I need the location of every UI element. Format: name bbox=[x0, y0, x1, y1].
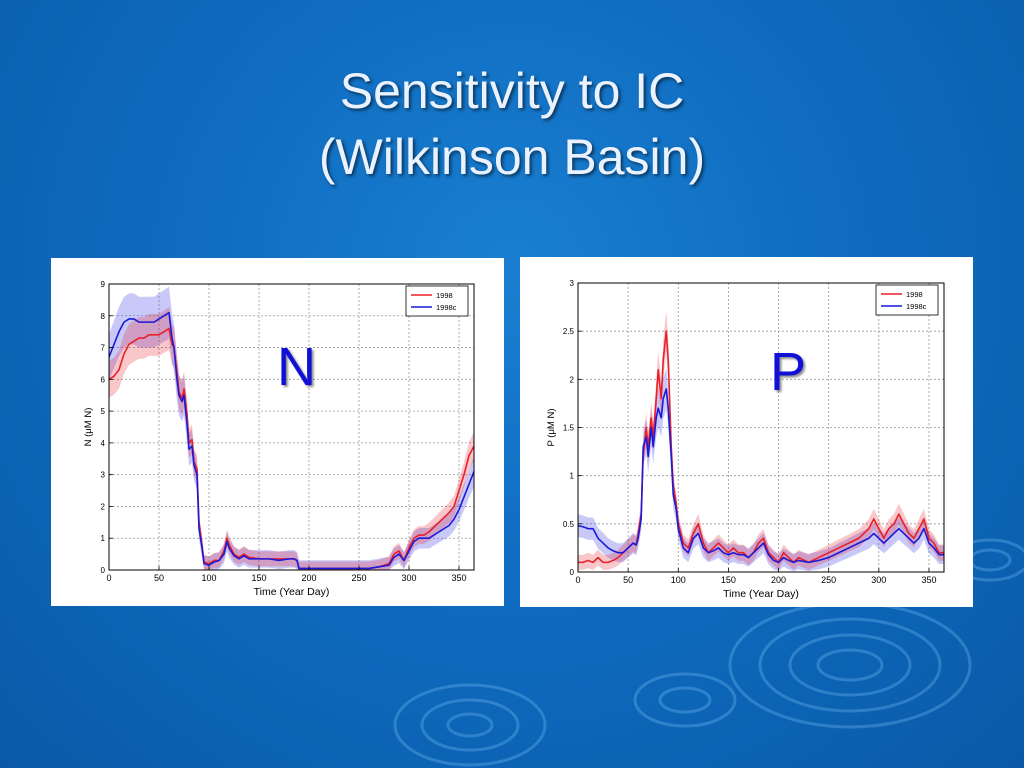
y-tick-label: 1 bbox=[101, 534, 106, 543]
y-tick-label: 2 bbox=[570, 375, 575, 384]
y-tick-label: 9 bbox=[101, 280, 106, 289]
plot-frame bbox=[108, 283, 475, 571]
y-tick-label: 1 bbox=[570, 472, 575, 481]
x-tick-label: 300 bbox=[401, 573, 416, 583]
slide-title: Sensitivity to IC (Wilkinson Basin) bbox=[0, 58, 1024, 190]
legend-label-1998c: 1998c bbox=[906, 302, 927, 311]
x-tick-label: 300 bbox=[871, 575, 886, 585]
series-band-1998c bbox=[109, 286, 474, 570]
y-tick-label: 5 bbox=[101, 407, 106, 416]
legend-label-1998: 1998 bbox=[906, 290, 923, 299]
series-line-1998c bbox=[577, 388, 944, 564]
y-tick-label: 6 bbox=[101, 375, 106, 384]
legend-label-1998: 1998 bbox=[436, 291, 453, 300]
y-tick-label: 8 bbox=[101, 312, 106, 321]
y-tick-label: 0.5 bbox=[563, 520, 575, 529]
y-tick-label: 0 bbox=[570, 568, 575, 577]
x-tick-label: 100 bbox=[671, 575, 686, 585]
x-axis-label: Time (Year Day) bbox=[723, 588, 799, 600]
slide-title-line-1: Sensitivity to IC bbox=[339, 63, 685, 119]
y-tick-label: 0 bbox=[101, 566, 106, 575]
chart-legend: 1998 1998c bbox=[875, 284, 939, 316]
x-axis-label: Time (Year Day) bbox=[254, 586, 330, 598]
legend-box bbox=[875, 284, 939, 316]
x-tick-label: 350 bbox=[451, 573, 466, 583]
x-tick-label: 50 bbox=[623, 575, 633, 585]
x-tick-label: 250 bbox=[351, 573, 366, 583]
series-line-1998 bbox=[578, 330, 944, 564]
series-line-1998c bbox=[108, 311, 475, 570]
phosphorus-chart: 0 50 100 150 200 250 300 350 0 0.5 1 1.5 2 2.5 3 Time (… bbox=[546, 279, 945, 600]
nitrogen-chart: 0 50 100 150 200 250 300 350 0 1 2 3 4 5 6 7 8 9 Time (Yea… bbox=[83, 280, 475, 598]
x-tick-label: 200 bbox=[771, 575, 786, 585]
chart-legend: 1998 1998c bbox=[405, 285, 469, 317]
x-tick-label: 250 bbox=[821, 575, 836, 585]
y-tick-label: 4 bbox=[101, 439, 106, 448]
legend-box bbox=[405, 285, 469, 317]
y-tick-label: 2 bbox=[101, 502, 106, 511]
series-band-1998 bbox=[109, 307, 474, 570]
x-tick-label: 0 bbox=[106, 573, 111, 583]
x-tick-label: 350 bbox=[921, 575, 936, 585]
x-tick-label: 150 bbox=[251, 573, 266, 583]
x-tick-label: 50 bbox=[154, 573, 164, 583]
legend-label-1998c: 1998c bbox=[436, 303, 457, 312]
y-tick-label: 7 bbox=[101, 344, 106, 353]
y-tick-label: 3 bbox=[570, 279, 575, 288]
nitrogen-chart-panel: 0 50 100 150 200 250 300 350 0 1 2 3 4 5 6 7 8 9 Time (Yea… bbox=[51, 258, 504, 606]
x-tick-label: 0 bbox=[575, 575, 580, 585]
nitrogen-panel-label: N bbox=[277, 337, 316, 397]
y-tick-label: 3 bbox=[101, 471, 106, 480]
series-band-1998 bbox=[578, 309, 944, 570]
phosphorus-panel-label: P bbox=[770, 342, 807, 402]
series-line-1998 bbox=[108, 327, 475, 570]
y-axis-label: N (μM N) bbox=[83, 408, 94, 447]
y-tick-label: 1.5 bbox=[563, 424, 575, 433]
y-tick-label: 2.5 bbox=[563, 327, 575, 336]
x-tick-label: 100 bbox=[201, 573, 216, 583]
phosphorus-chart-panel: 0 50 100 150 200 250 300 350 0 0.5 1 1.5 2 2.5 3 Time (… bbox=[520, 257, 973, 607]
y-axis-label: P (μM N) bbox=[546, 408, 557, 446]
x-tick-label: 200 bbox=[301, 573, 316, 583]
x-tick-label: 150 bbox=[721, 575, 736, 585]
slide-title-line-2: (Wilkinson Basin) bbox=[318, 129, 706, 185]
